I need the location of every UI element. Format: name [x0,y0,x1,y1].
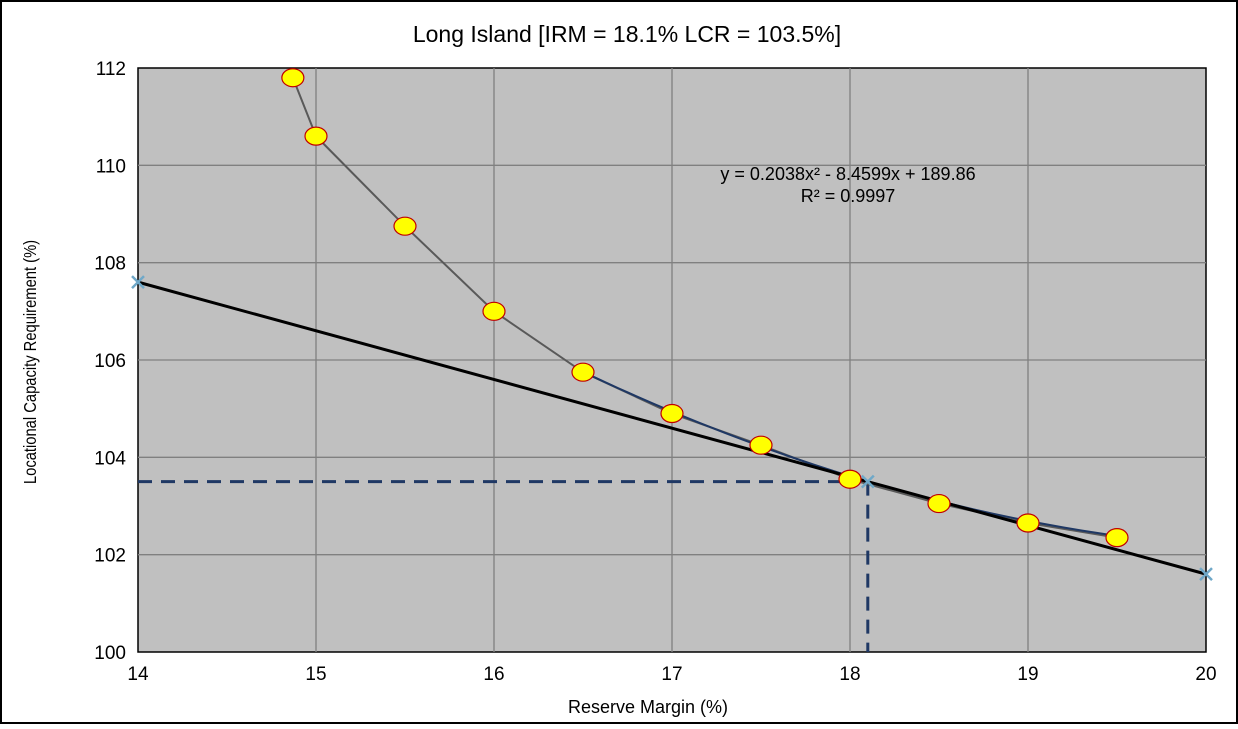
data-point [1016,513,1040,533]
x-tick-label: 17 [661,664,682,685]
data-point [482,301,506,321]
data-point [927,493,951,514]
y-tick-label: 108 [94,254,126,275]
y-tick-label: 102 [94,546,126,567]
series-markers [131,68,1213,582]
y-tick-label: 112 [96,59,126,80]
y-tick-label: 104 [94,448,126,469]
tangent-point [131,275,145,290]
tangent-point-stroke [131,275,145,290]
tangent-point [1199,567,1213,582]
data-point [660,403,684,424]
x-axis-label: Reserve Margin (%) [568,697,728,717]
y-tick-label: 100 [94,643,126,664]
y-axis-label: Locational Capacity Requirement (%) [21,240,41,484]
data-point [749,435,773,455]
data-point [838,469,862,489]
x-tick-label: 20 [1195,664,1216,685]
x-tick-label: 15 [305,664,326,685]
x-tick-label: 16 [483,664,504,685]
trendline-equation: y = 0.2038x² - 8.4599x + 189.86 [720,164,975,184]
data-point [571,362,595,382]
data-point [281,68,305,88]
trendline-r-squared: R² = 0.9997 [801,186,896,206]
x-tick-label: 14 [127,664,149,685]
x-tick-label: 18 [839,664,860,685]
chart-title: Long Island [IRM = 18.1% LCR = 103.5%] [413,21,841,47]
data-point [304,126,328,146]
y-tick-label: 106 [94,351,126,372]
tangent-point-stroke [860,474,875,489]
tangent-point [860,474,875,489]
x-tick-label: 19 [1017,664,1038,685]
tick-labels: 14 15 16 17 18 19 20 100 102 104 106 108 110 112 [94,59,1216,685]
tangent-point-stroke [1199,567,1213,582]
data-point [393,216,417,236]
data-point [1105,528,1129,548]
gridlines [138,68,1206,652]
y-tick-label: 110 [96,156,126,177]
